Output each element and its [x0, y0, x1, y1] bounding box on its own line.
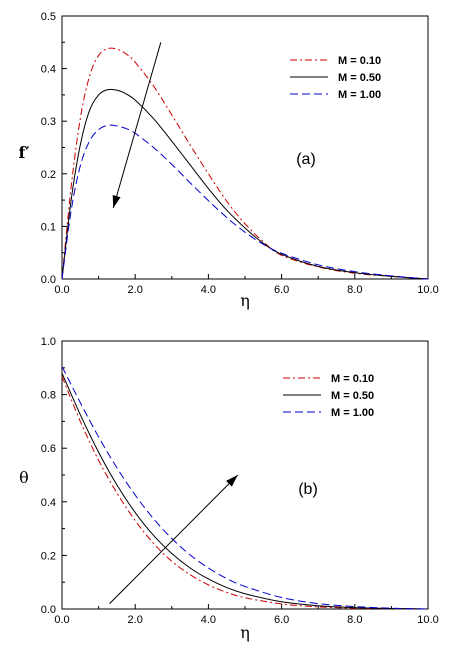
legend-label-3: M = 1.00 — [338, 89, 381, 101]
x-ticks-b: 0.0 2.0 4.0 6.0 8.0 10.0 — [54, 604, 439, 626]
legend-a: M = 0.10 M = 0.50 M = 1.00 — [290, 55, 381, 101]
arrow-head — [112, 195, 121, 208]
y-tick-label: 0.4 — [41, 497, 56, 509]
series-line-1 — [61, 47, 429, 280]
series-line-3 — [61, 366, 429, 610]
series-line-3 — [61, 124, 429, 280]
y-tick-label: 1.0 — [41, 336, 56, 348]
x-tick-label: 6.0 — [274, 614, 289, 626]
y-tick-label: 0.0 — [41, 604, 56, 616]
x-ticks-a: 0.0 2.0 4.0 6.0 8.0 10.0 — [54, 274, 439, 296]
x-tick-label: 10.0 — [417, 284, 438, 296]
y-axis-label-b: θ — [19, 468, 29, 487]
series-line-1 — [61, 376, 429, 610]
x-tick-label: 8.0 — [347, 614, 362, 626]
series-line-2 — [61, 88, 429, 280]
x-tick-label: 6.0 — [274, 284, 289, 296]
y-tick-label: 0.6 — [41, 443, 56, 455]
series-line-2 — [61, 372, 429, 610]
legend-label-1: M = 0.10 — [331, 373, 374, 385]
x-tick-label: 10.0 — [417, 614, 438, 626]
trend-arrow-b — [109, 474, 239, 604]
y-tick-label: 0.5 — [41, 11, 56, 23]
curves-b — [61, 366, 429, 610]
x-tick-label: 4.0 — [201, 284, 216, 296]
y-ticks-a: 0.0 0.1 0.2 0.3 0.4 0.5 — [41, 11, 67, 286]
legend-label-2: M = 0.50 — [338, 72, 381, 84]
y-axis-label-a: f′ — [18, 143, 29, 162]
y-tick-label: 0.8 — [41, 390, 56, 402]
chart-panel-b: 0.0 2.0 4.0 6.0 8.0 10.0 0.0 0.2 0.4 0.6 0.8 1.0 M… — [19, 336, 439, 642]
panel-label-a: (a) — [296, 151, 316, 168]
x-tick-label: 8.0 — [347, 284, 362, 296]
x-tick-label: 0.0 — [54, 284, 69, 296]
y-tick-label: 0.2 — [41, 550, 56, 562]
arrow-head — [226, 475, 238, 487]
chart-panel-a: 0.0 2.0 4.0 6.0 8.0 10.0 0.0 0.1 0.2 0.3 0.4 0.5 M… — [18, 11, 438, 310]
arrow-shaft — [112, 42, 162, 209]
legend-label-2: M = 0.50 — [331, 390, 374, 402]
y-tick-label: 0.4 — [41, 64, 56, 76]
x-tick-label: 0.0 — [54, 614, 69, 626]
legend-b: M = 0.10 M = 0.50 M = 1.00 — [283, 373, 374, 419]
arrow-shaft — [109, 474, 239, 604]
legend-label-3: M = 1.00 — [331, 407, 374, 419]
x-tick-label: 4.0 — [201, 614, 216, 626]
legend-label-1: M = 0.10 — [338, 55, 381, 67]
y-tick-label: 0.1 — [41, 221, 56, 233]
y-tick-label: 0.2 — [41, 169, 56, 181]
curves-a — [61, 47, 429, 280]
x-axis-label-b: η — [240, 623, 250, 642]
panel-label-b: (b) — [298, 481, 318, 498]
x-axis-label-a: η — [240, 291, 250, 310]
y-tick-label: 0.0 — [41, 274, 56, 286]
x-tick-label: 2.0 — [128, 614, 143, 626]
x-tick-label: 2.0 — [128, 284, 143, 296]
trend-arrow-a — [112, 42, 162, 209]
y-ticks-b: 0.0 0.2 0.4 0.6 0.8 1.0 — [41, 336, 67, 616]
y-tick-label: 0.3 — [41, 116, 56, 128]
